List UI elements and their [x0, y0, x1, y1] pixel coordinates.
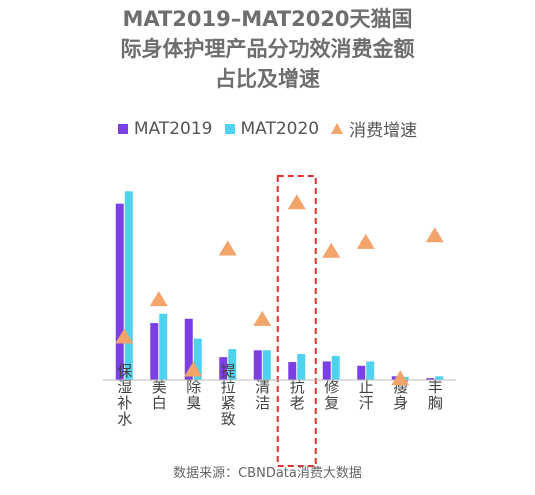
growth-marker: [184, 361, 203, 377]
bar-mat2019: [184, 318, 193, 380]
bar-mat2019: [150, 323, 159, 380]
growth-marker: [253, 310, 272, 326]
category-label: 抗老: [288, 379, 306, 411]
category-label: 美白: [150, 379, 168, 411]
category-label: 止汗: [357, 379, 375, 411]
title-line-2: 际身体护理产品分功效消费金额: [120, 37, 415, 61]
legend-triangle-icon: [331, 123, 344, 134]
bar-mat2020: [124, 191, 133, 380]
legend-item-growth: 消费增速: [331, 116, 417, 141]
legend-label-mat2020: MAT2020: [240, 118, 320, 139]
growth-marker: [391, 370, 410, 386]
growth-marker: [287, 194, 306, 210]
bar-mat2020: [228, 349, 237, 380]
category-label: 修复: [322, 379, 340, 411]
category-label: 瘦身: [391, 379, 409, 411]
category-label: 清洁: [253, 379, 271, 411]
legend-swatch-mat2020: [224, 123, 235, 134]
bar-mat2019: [322, 361, 331, 380]
bar-mat2019: [115, 203, 124, 380]
bar-mat2019: [219, 357, 228, 380]
legend-item-mat2019: MAT2019: [117, 118, 213, 139]
legend-label-growth: 消费增速: [349, 121, 418, 141]
legend-label-mat2019: MAT2019: [133, 118, 213, 139]
bar-mat2020: [297, 354, 306, 380]
growth-marker: [218, 240, 237, 256]
bar-mat2020: [366, 361, 375, 380]
growth-marker: [425, 227, 444, 243]
title-line-3: 占比及增速: [215, 67, 320, 91]
growth-marker: [356, 233, 375, 249]
source-footnote: 数据来源：CBNData消费大数据: [173, 466, 362, 481]
chart-legend: MAT2019 MAT2020 消费增速: [0, 116, 535, 141]
category-label: 除臭: [184, 379, 202, 411]
category-label: 丰胸: [426, 379, 444, 411]
bar-mat2020: [193, 338, 202, 380]
bar-mat2020: [435, 376, 444, 380]
bar-mat2019: [288, 362, 297, 380]
category-label: 保湿补水: [115, 363, 133, 427]
bar-mat2019: [253, 350, 262, 380]
bar-mat2020: [331, 355, 340, 380]
growth-marker: [115, 328, 134, 344]
bar-mat2020: [262, 350, 271, 380]
legend-item-mat2020: MAT2020: [224, 118, 320, 139]
legend-swatch-mat2019: [117, 123, 128, 134]
chart-title: MAT2019–MAT2020天猫国 际身体护理产品分功效消费金额 占比及增速: [0, 4, 535, 94]
category-label: 提拉紧致: [219, 363, 237, 427]
bar-mat2019: [426, 378, 435, 380]
highlight-box: [276, 175, 317, 467]
growth-marker: [322, 242, 341, 258]
title-line-1: MAT2019–MAT2020天猫国: [122, 7, 413, 31]
bar-mat2020: [159, 313, 168, 380]
growth-marker: [149, 291, 168, 307]
bar-mat2019: [357, 365, 366, 380]
